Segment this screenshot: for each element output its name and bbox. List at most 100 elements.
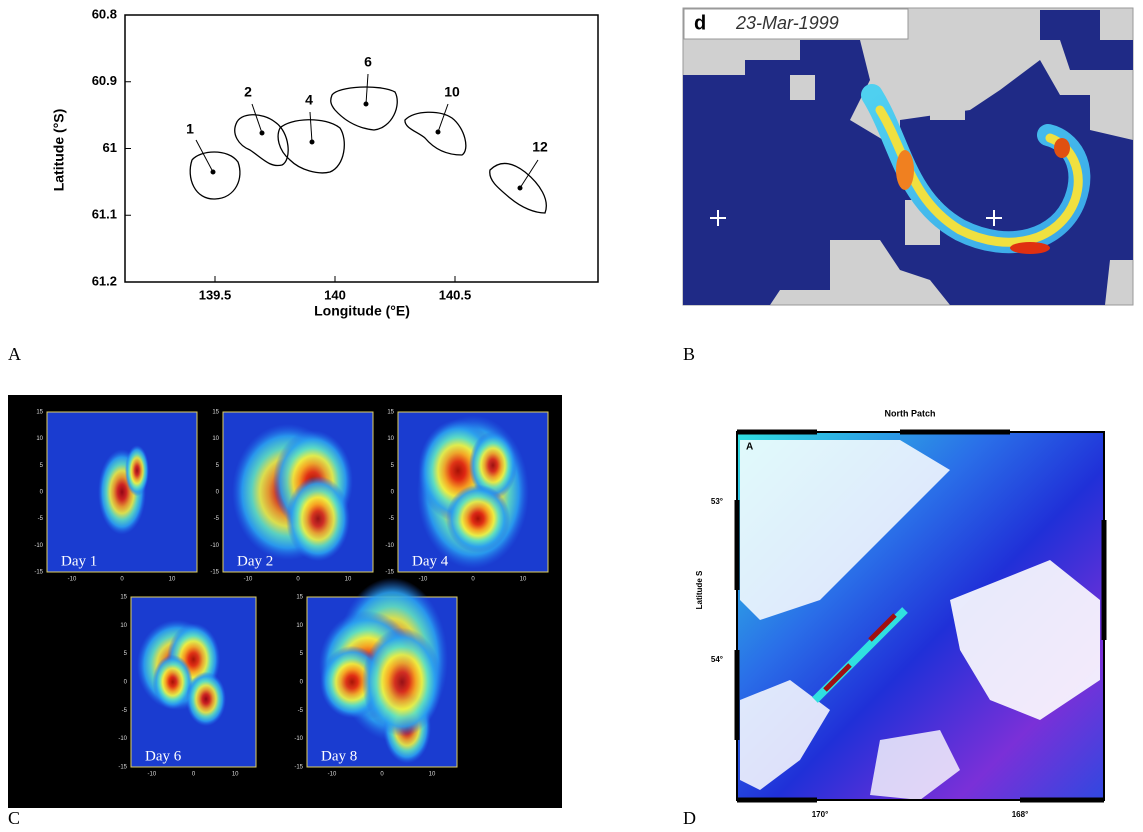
leader bbox=[251, 103, 263, 134]
x-tick-label: 10 bbox=[345, 577, 352, 583]
y-tick-label: 61.1 bbox=[92, 207, 117, 222]
y-tick-label: 5 bbox=[300, 651, 304, 657]
y-tick-label: 5 bbox=[216, 463, 220, 469]
x-tick-label: 0 bbox=[296, 577, 300, 583]
bloom-core bbox=[823, 613, 897, 692]
map-border-ticks bbox=[734, 429, 1107, 803]
y-tick-label: 5 bbox=[40, 463, 44, 469]
ocean-region bbox=[1040, 10, 1133, 70]
panel-c: 15 10 5 0 -5 -10 -15 -10 0 10 Day 1 15 10 5 0 -5 -10 -15 -… bbox=[8, 395, 562, 808]
contour-leaders bbox=[195, 73, 539, 191]
contour bbox=[277, 119, 345, 174]
density-blob bbox=[469, 431, 517, 500]
centroid bbox=[435, 129, 441, 135]
x-tick-label: 168° bbox=[1012, 810, 1029, 819]
map-title: North Patch bbox=[884, 408, 935, 418]
cross-marker bbox=[710, 210, 1002, 226]
contour-label: 12 bbox=[532, 139, 548, 155]
contour-subplot: 15 10 5 0 -5 -10 -15 -10 0 10 Day 1 bbox=[34, 410, 198, 583]
x-tick-label: 10 bbox=[169, 577, 176, 583]
y-tick-label: -15 bbox=[385, 570, 394, 576]
density-blob bbox=[286, 476, 350, 562]
panel-letter: A bbox=[8, 344, 21, 364]
day-label: Day 2 bbox=[237, 553, 273, 569]
y-tick-label: 0 bbox=[216, 490, 220, 496]
y-axis-label: Latitude (°S) bbox=[51, 109, 67, 192]
y-tick-label: -10 bbox=[385, 543, 394, 549]
contour bbox=[189, 151, 241, 200]
y-tick-label: -5 bbox=[122, 708, 128, 714]
y-axis-label: Latitude S bbox=[695, 570, 704, 609]
day-label: Day 1 bbox=[61, 553, 97, 569]
y-tick-label: 10 bbox=[36, 436, 43, 442]
contour-label: 10 bbox=[444, 84, 460, 100]
day-label: Day 4 bbox=[412, 553, 449, 569]
x-tick-label: -10 bbox=[244, 577, 253, 583]
centroid bbox=[517, 185, 523, 191]
x-tick-label: 0 bbox=[192, 772, 196, 778]
y-tick-label: 53° bbox=[711, 497, 723, 506]
y-tick-label: -5 bbox=[298, 708, 304, 714]
y-tick-label: 54° bbox=[711, 655, 723, 664]
contour-subplot: 15 10 5 0 -5 -10 -15 -10 0 10 Day 6 bbox=[118, 595, 257, 778]
panel-tag: d bbox=[694, 12, 706, 34]
leader bbox=[519, 159, 539, 189]
date-box bbox=[683, 8, 909, 40]
contour bbox=[330, 86, 398, 131]
y-tick-label: 10 bbox=[296, 623, 303, 629]
y-tick-label: 60.8 bbox=[92, 6, 117, 21]
y-tick-label: 15 bbox=[387, 410, 394, 416]
date-label: 23-Mar-1999 bbox=[735, 13, 839, 33]
y-tick-label: 15 bbox=[36, 410, 43, 416]
centroid bbox=[363, 101, 369, 107]
y-tick-label: -15 bbox=[210, 570, 219, 576]
y-tick-label: -5 bbox=[389, 516, 395, 522]
panel-letter: B bbox=[683, 344, 695, 364]
y-tick-label: 10 bbox=[387, 436, 394, 442]
contours bbox=[189, 86, 547, 214]
y-tick-label: 0 bbox=[300, 680, 304, 686]
x-tick-label: -10 bbox=[147, 772, 156, 778]
panel-letter: C bbox=[8, 808, 20, 828]
density-blob bbox=[186, 671, 226, 727]
day-label: Day 6 bbox=[145, 748, 182, 764]
x-axis-label: Longitude (°E) bbox=[314, 303, 410, 319]
contour-label: 2 bbox=[244, 84, 252, 100]
contour-subplot: 15 10 5 0 -5 -10 -15 -10 0 10 Day 4 bbox=[385, 410, 549, 583]
x-tick-label: 0 bbox=[380, 772, 384, 778]
contour bbox=[404, 111, 467, 156]
x-tick-label: 170° bbox=[812, 810, 829, 819]
leader bbox=[309, 111, 313, 143]
contour-label: 6 bbox=[364, 54, 372, 70]
y-tick-label: 0 bbox=[391, 490, 395, 496]
density-blob bbox=[446, 484, 510, 553]
density-blob bbox=[125, 445, 149, 497]
centroid bbox=[259, 130, 265, 136]
y-tick-label: 10 bbox=[120, 623, 127, 629]
y-tick-label: 15 bbox=[120, 595, 127, 601]
y-tick-label: -15 bbox=[118, 765, 127, 771]
x-tick-label: 10 bbox=[520, 577, 527, 583]
centroid bbox=[210, 169, 216, 175]
x-tick-label: -10 bbox=[68, 577, 77, 583]
hotspot bbox=[1054, 138, 1070, 158]
x-tick-label: 0 bbox=[471, 577, 475, 583]
leader bbox=[195, 139, 214, 173]
y-tick-label: 0 bbox=[40, 490, 44, 496]
y-tick-label: -5 bbox=[214, 516, 220, 522]
y-tick-label: 5 bbox=[391, 463, 395, 469]
y-tick-label: 15 bbox=[296, 595, 303, 601]
contour bbox=[234, 114, 289, 167]
contour-label: 1 bbox=[186, 121, 194, 137]
panel-b: d 23-Mar-1999 bbox=[682, 7, 1134, 306]
contour-label: 4 bbox=[305, 92, 313, 108]
y-tick-label: -15 bbox=[294, 765, 303, 771]
y-tick-label: 60.9 bbox=[92, 73, 117, 88]
contour bbox=[489, 162, 547, 214]
y-tick-label: -10 bbox=[118, 736, 127, 742]
y-tick-label: 0 bbox=[124, 680, 128, 686]
x-tick-label: 10 bbox=[232, 772, 239, 778]
